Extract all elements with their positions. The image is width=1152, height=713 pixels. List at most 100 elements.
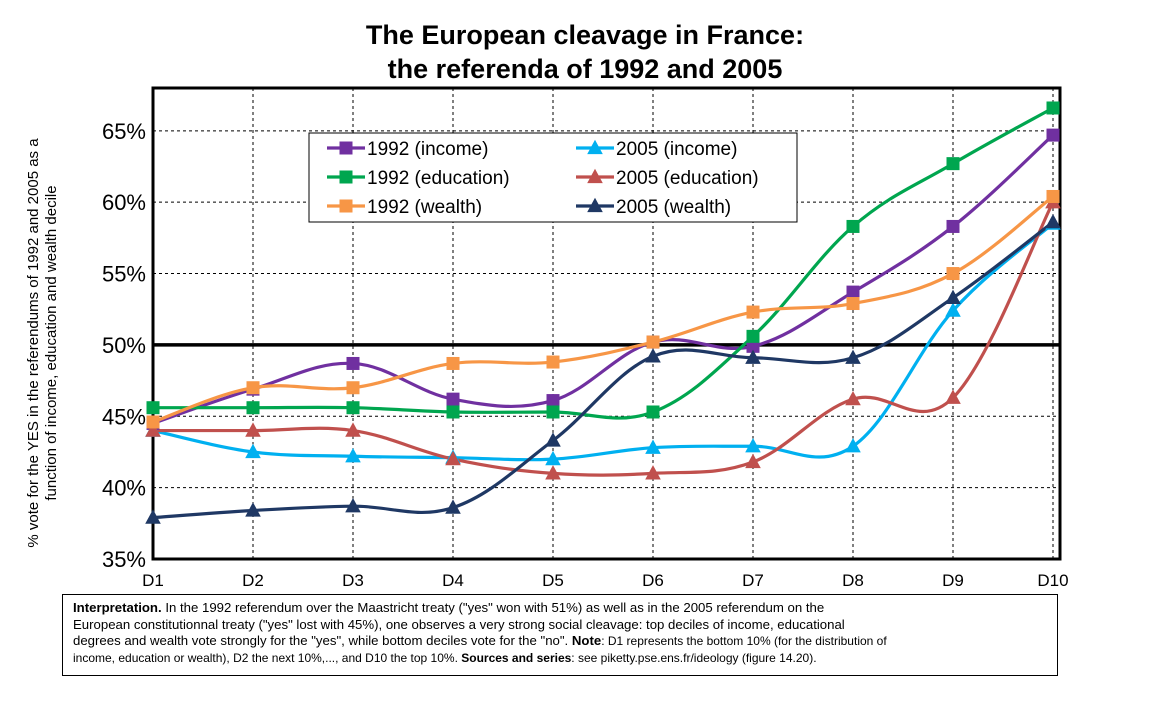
data-point xyxy=(946,267,960,281)
legend-marker xyxy=(587,168,603,184)
data-point xyxy=(146,401,160,415)
x-tick-label: D2 xyxy=(242,571,264,590)
legend-label: 2005 (wealth) xyxy=(616,197,731,218)
x-tick-label: D3 xyxy=(342,571,364,590)
x-tick-label: D1 xyxy=(142,571,164,590)
series-line xyxy=(153,106,1054,420)
data-point xyxy=(945,302,961,317)
data-point xyxy=(546,394,560,408)
data-point xyxy=(846,297,860,311)
y-tick-label: 60% xyxy=(102,190,146,215)
note-line2: European constitutionnal treaty ("yes" l… xyxy=(73,616,845,632)
data-point xyxy=(445,499,461,514)
data-point xyxy=(946,157,960,171)
chart-title-line2: the referenda of 1992 and 2005 xyxy=(387,54,783,84)
data-point xyxy=(546,405,560,419)
data-point xyxy=(345,422,361,437)
data-point xyxy=(746,329,760,343)
data-point xyxy=(946,219,960,233)
data-point xyxy=(346,381,360,395)
sources-label: Sources and series xyxy=(461,650,572,665)
note-line3b: : D1 represents the bottom 10% (for the … xyxy=(601,634,887,648)
data-point xyxy=(545,465,561,480)
data-point xyxy=(646,405,660,419)
legend-label: 2005 (education) xyxy=(616,168,759,189)
series-line xyxy=(152,133,1055,425)
data-point xyxy=(1046,101,1060,115)
series-line xyxy=(153,201,1055,477)
series-line xyxy=(152,220,1054,520)
data-point xyxy=(1046,189,1060,203)
data-point xyxy=(745,453,761,469)
y-tick-label: 65% xyxy=(102,119,146,144)
data-point xyxy=(346,356,360,370)
data-point xyxy=(646,335,660,349)
data-point xyxy=(546,355,560,369)
data-point xyxy=(1046,128,1060,142)
data-point xyxy=(745,349,761,364)
data-point xyxy=(545,432,561,447)
chart-title-line1: The European cleavage in France: xyxy=(365,20,805,50)
x-tick-label: D10 xyxy=(1037,571,1068,590)
x-tick-label: D6 xyxy=(642,571,664,590)
x-tick-label: D8 xyxy=(842,571,864,590)
x-tick-label: D7 xyxy=(742,571,764,590)
data-point xyxy=(445,450,461,466)
data-point xyxy=(446,405,460,419)
data-point xyxy=(345,448,361,463)
data-point xyxy=(645,465,661,480)
data-point xyxy=(345,498,361,513)
data-point xyxy=(245,443,261,459)
data-point xyxy=(845,349,861,364)
data-point xyxy=(745,438,761,453)
data-point xyxy=(446,356,460,370)
note-line1: In the 1992 referendum over the Maastric… xyxy=(161,600,825,615)
legend-label: 1992 (education) xyxy=(367,168,510,189)
legend-marker xyxy=(339,141,353,155)
x-tick-label: D9 xyxy=(942,571,964,590)
data-point xyxy=(545,450,561,466)
data-point xyxy=(845,390,861,406)
data-point xyxy=(246,401,260,415)
legend-label: 1992 (income) xyxy=(367,139,488,160)
data-point xyxy=(846,219,860,233)
y-tick-label: 45% xyxy=(102,404,146,429)
legend-marker xyxy=(587,197,603,213)
data-point xyxy=(245,422,261,437)
legend-label: 1992 (wealth) xyxy=(367,197,482,218)
legend-marker xyxy=(339,199,353,213)
chart-title: The European cleavage in France: the ref… xyxy=(0,18,1152,86)
x-tick-label: D5 xyxy=(542,571,564,590)
data-point xyxy=(246,381,260,395)
plot-frame xyxy=(151,86,1062,561)
data-point xyxy=(145,509,161,524)
interpretation-label: Interpretation. xyxy=(73,600,162,615)
note-line3a: degrees and wealth vote strongly for the… xyxy=(73,633,572,648)
data-point xyxy=(746,339,760,353)
data-point xyxy=(145,422,161,437)
data-point xyxy=(645,439,661,454)
data-point xyxy=(446,392,460,406)
data-point xyxy=(945,289,961,304)
data-point xyxy=(746,305,760,319)
data-point xyxy=(645,348,661,363)
note-line4b: : see piketty.pse.ens.fr/ideology (figur… xyxy=(571,650,817,665)
series-line xyxy=(152,195,1054,424)
series-line xyxy=(152,222,1055,462)
data-point xyxy=(146,415,160,429)
note-line4a: income, education or wealth), D2 the nex… xyxy=(73,650,462,665)
data-point xyxy=(245,502,261,517)
y-tick-label: 35% xyxy=(102,547,146,572)
y-tick-label: 55% xyxy=(102,262,146,287)
legend-label: 2005 (income) xyxy=(616,139,737,160)
y-tick-label: 40% xyxy=(102,476,146,501)
data-point xyxy=(346,401,360,415)
data-point xyxy=(845,438,861,453)
x-tick-label: D4 xyxy=(442,571,464,590)
legend-marker xyxy=(587,139,603,155)
y-tick-label: 50% xyxy=(102,333,146,358)
interpretation-note: Interpretation. In the 1992 referendum o… xyxy=(62,594,1058,676)
data-point xyxy=(1045,213,1061,229)
data-point xyxy=(945,389,961,404)
